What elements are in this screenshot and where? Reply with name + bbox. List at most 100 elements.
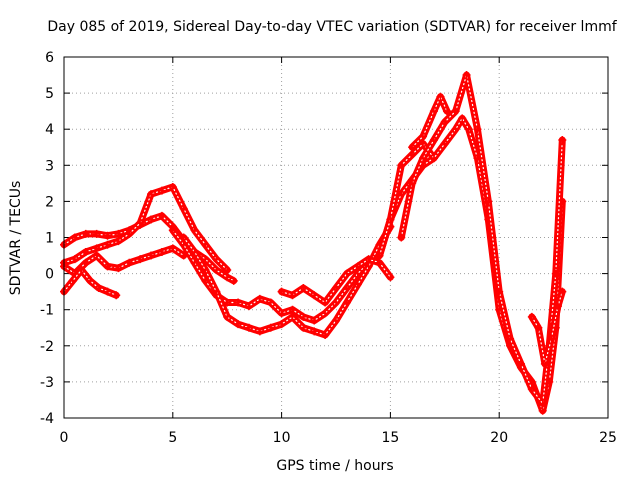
data-point-track-h [408,150,417,159]
y-tick-label: 3 [45,158,54,174]
data-point-track-k [553,302,562,311]
y-tick-label: -3 [40,375,54,391]
series-texture-track-g [281,258,391,304]
data-point-track-i [527,385,536,394]
data-point-track-g [299,284,308,293]
data-point-track-d [86,276,95,285]
data-point-track-a [229,276,238,285]
data-point-track-g [364,255,373,264]
data-point-track-f [364,262,373,271]
data-point-track-i [484,197,493,206]
data-point-track-a [92,229,101,238]
data-point-track-b [190,226,199,235]
data-point-track-g [332,284,340,293]
data-point-track-i [397,233,406,242]
data-point-track-b [81,247,90,256]
y-tick-label: 2 [45,194,54,210]
y-tick-label: 5 [45,86,54,102]
data-point-track-i [419,154,428,163]
data-point-track-i [440,117,449,126]
data-point-track-a [114,229,123,238]
data-point-track-e [234,298,243,307]
data-point-track-g [353,262,362,271]
data-point-track-e [321,309,330,318]
data-point-track-e [266,298,275,307]
data-series [60,71,567,415]
series-line-track-h [376,114,566,415]
data-point-track-h [429,154,438,163]
data-point-track-a [81,229,90,238]
data-point-track-i [462,71,471,80]
data-point-track-a [103,231,112,240]
data-point-track-j [442,107,451,116]
data-point-track-f [179,233,188,242]
data-point-track-k [540,359,549,368]
data-point-track-k [558,287,567,296]
y-tick-label: -4 [40,411,54,427]
data-point-track-k [547,334,556,343]
data-point-track-c [92,251,101,260]
data-point-track-i [473,125,482,134]
data-point-track-i [408,179,417,188]
y-tick-label: 4 [45,122,54,138]
data-point-track-f [244,323,253,332]
data-point-track-f [342,298,351,307]
data-point-track-e [244,302,253,311]
data-point-track-f [212,287,221,296]
data-point-track-g [386,273,395,282]
data-point-track-b [223,265,232,274]
data-point-track-f [234,320,243,329]
data-point-track-c [168,244,177,253]
data-point-track-h [538,406,547,415]
data-point-track-g [310,291,319,300]
data-point-track-d [112,291,121,300]
plot-frame [63,56,609,419]
x-axis-label: GPS time / hours [276,458,393,474]
data-point-track-i [558,136,567,145]
data-point-track-j [429,107,438,116]
data-point-track-e [168,226,177,235]
data-point-track-b [103,240,112,249]
data-point-track-f [332,316,340,325]
data-point-track-f [266,323,275,332]
data-point-track-e [288,305,297,314]
data-point-track-h [397,161,406,170]
data-point-track-i [538,399,547,408]
data-point-track-e [277,309,286,318]
data-point-track-e [332,298,340,307]
data-point-track-d [94,284,103,293]
x-tick-label: 0 [60,430,69,446]
data-point-track-a [147,215,156,224]
data-point-track-b [212,255,221,264]
series-line-track-g [278,255,394,306]
data-point-track-d [103,287,112,296]
data-point-track-c [103,262,112,271]
data-point-track-b [168,182,177,191]
data-point-track-g [375,258,384,267]
series-line-track-b [60,183,231,274]
data-point-track-f [223,312,232,321]
data-point-track-f [353,280,362,289]
data-point-track-c [114,264,123,273]
data-point-track-b [157,186,166,195]
data-point-track-b [114,237,123,246]
data-point-track-i [451,107,460,116]
grid-lines [64,57,608,418]
data-point-track-c [125,258,134,267]
data-point-track-j [436,92,445,101]
data-point-track-a [223,273,232,282]
data-point-track-f [277,320,286,329]
data-point-track-i [429,136,438,145]
data-point-track-h [451,125,460,134]
data-point-track-e [310,316,319,325]
data-point-track-k [527,312,536,321]
data-point-track-e [342,284,351,293]
y-tick-label: 6 [45,50,54,66]
x-tick-label: 5 [168,430,177,446]
data-point-track-b [179,204,188,213]
data-point-track-k [534,323,543,332]
data-point-track-d [77,265,86,274]
data-point-track-e [255,294,264,303]
data-point-track-b [70,255,79,264]
